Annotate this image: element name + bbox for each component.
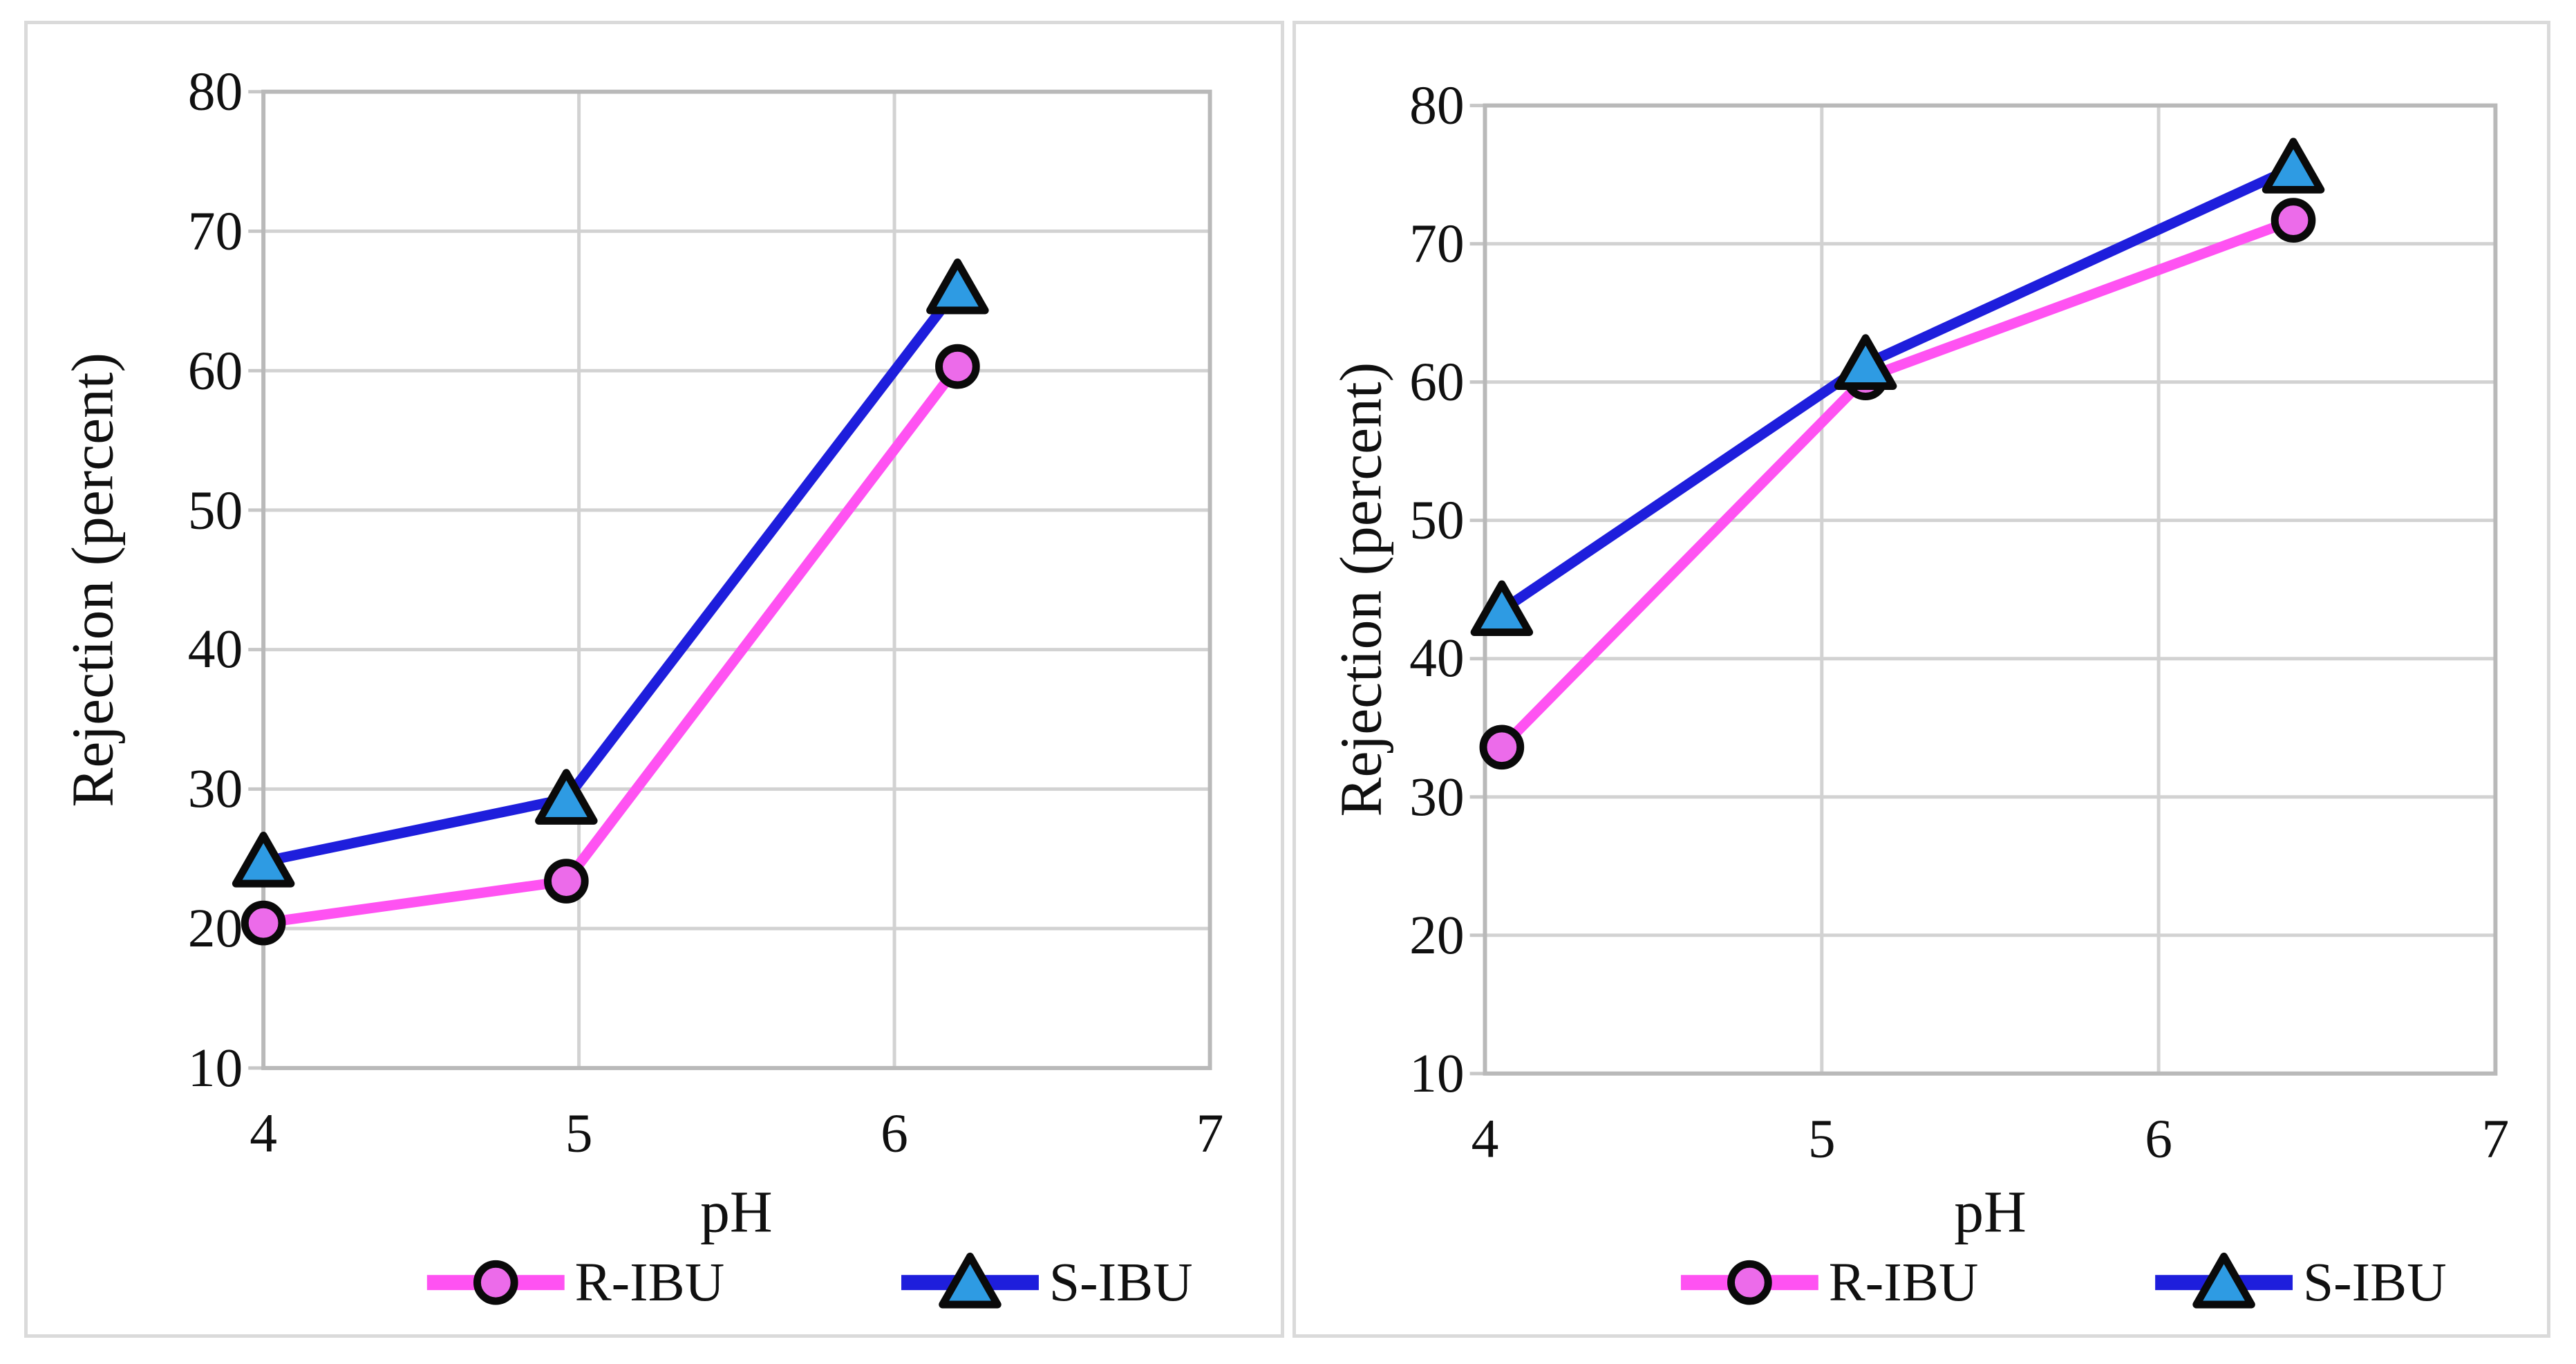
line-chart-left: 80 70 60 50 40 30 20 10 4 5 6 7 Rejectio… [60,62,1224,1313]
data-point-marker-triangle [926,258,989,315]
chart-panel-left: 80 70 60 50 40 30 20 10 4 5 6 7 Rejectio… [24,21,1284,1338]
x-tick-label: 4 [250,1103,277,1164]
y-tick-label: 40 [188,619,243,680]
series-line-r-ibu [1496,215,2299,753]
data-point-marker-triangle [2192,1252,2255,1309]
data-point-marker-circle [1479,725,1525,770]
data-point-marker-circle [544,859,589,904]
y-tick-label: 20 [1409,905,1465,966]
y-tick-label: 50 [188,480,243,541]
plot-area [1469,103,2498,1309]
legend-label-r-ibu: R-IBU [575,1252,725,1313]
x-axis-title: pH [700,1180,773,1245]
y-tick-label: 80 [1409,75,1465,136]
data-point-marker-triangle [232,832,295,888]
y-tick-label: 10 [188,1038,243,1099]
x-tick-label: 5 [565,1103,593,1164]
y-tick-label: 20 [188,898,243,959]
line-chart-right: 80 70 60 50 40 30 20 10 4 5 6 7 Rejectio… [1328,75,2510,1314]
y-tick-label: 50 [1409,489,1465,550]
legend-label-s-ibu: S-IBU [1049,1252,1193,1313]
data-point-marker-circle [2271,198,2316,243]
y-tick-label: 60 [188,340,243,401]
y-tick-label: 80 [188,62,243,122]
y-tick-label: 30 [1409,767,1465,828]
y-tick-label: 10 [1409,1043,1465,1104]
chart-panel-right: 80 70 60 50 40 30 20 10 4 5 6 7 Rejectio… [1292,21,2550,1338]
series-line-s-ibu [1496,162,2299,616]
y-tick-label: 40 [1409,628,1465,689]
legend-label-s-ibu: S-IBU [2303,1252,2447,1313]
data-point-marker-circle [1727,1260,1772,1305]
plot-border [261,89,1212,1070]
plot-border [1483,103,2498,1076]
x-tick-label: 6 [2145,1108,2172,1169]
y-tick-label: 30 [188,758,243,819]
data-point-marker-triangle [1470,580,1534,637]
x-tick-label: 7 [1196,1103,1224,1164]
data-point-marker-circle [935,344,980,389]
y-tick-label: 60 [1409,351,1465,412]
x-axis-title: pH [1954,1180,2027,1245]
data-point-marker-triangle [2262,138,2325,194]
data-point-marker-triangle [1834,334,1897,390]
y-axis-title: Rejection (percent) [1328,362,1393,817]
series-line-s-ibu [258,283,963,867]
plot-area [232,89,1212,1309]
y-tick-label: 70 [188,201,243,262]
data-point-marker-triangle [939,1252,1002,1309]
data-point-marker-circle [241,900,286,946]
legend-label-r-ibu: R-IBU [1829,1252,1979,1313]
y-axis-title: Rejection (percent) [60,353,125,807]
x-tick-label: 5 [1808,1108,1836,1169]
x-tick-label: 7 [2482,1108,2510,1169]
x-tick-label: 6 [881,1103,908,1164]
data-point-marker-circle [473,1260,518,1305]
x-tick-label: 4 [1472,1108,1499,1169]
data-point-marker-triangle [535,769,598,825]
y-tick-label: 70 [1409,213,1465,274]
